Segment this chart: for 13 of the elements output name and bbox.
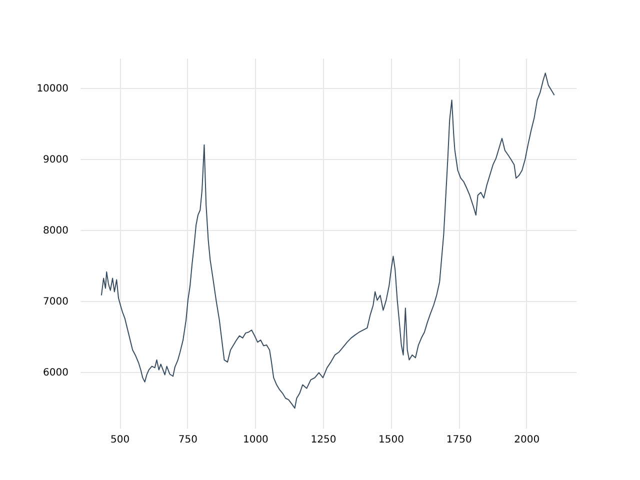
x-tick-label: 1000 (242, 434, 268, 446)
x-tick-label: 1750 (446, 434, 472, 446)
line-series (100, 72, 555, 409)
y-tick-label: 7000 (43, 296, 68, 308)
y-tick-label: 10000 (36, 84, 68, 95)
x-tick-label: 2000 (514, 434, 540, 446)
y-tick-label: 6000 (43, 367, 68, 378)
y-tick-label: 8000 (43, 226, 68, 237)
y-tick-label: 9000 (43, 154, 68, 166)
x-tick-label: 750 (178, 434, 198, 446)
x-tick-label: 1500 (378, 434, 404, 446)
x-tick-label: 500 (110, 434, 130, 446)
x-tick-label: 1250 (310, 434, 336, 446)
